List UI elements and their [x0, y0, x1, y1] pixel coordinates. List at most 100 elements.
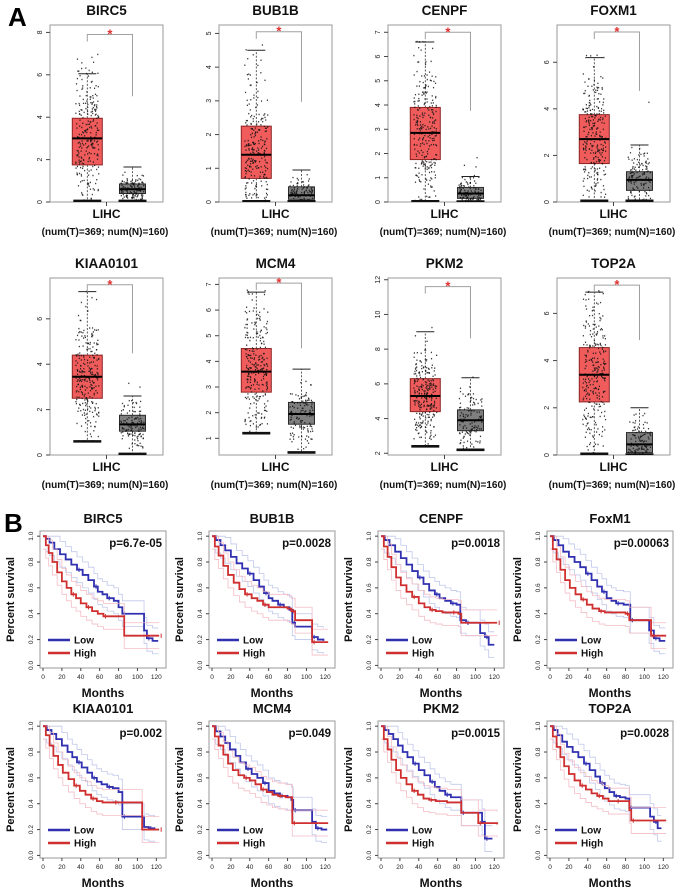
svg-text:100: 100	[132, 674, 143, 681]
km-chart-foxm1: FoxM1 0 20 40 60 80 100 120 0.0 0.2 0.4 0.6 0.8 1.0 Mo…	[512, 511, 674, 700]
km-chart-bub1b: BUB1B 0 20 40 60 80 100 120 0.0 0.2 0.4 0.6 0.8 1.0 Mo…	[174, 511, 336, 700]
svg-text:20: 20	[227, 674, 235, 681]
svg-text:0.2: 0.2	[28, 825, 35, 834]
km-curve-high	[381, 535, 498, 624]
svg-text:0.2: 0.2	[366, 635, 373, 644]
km-p-value: p=0.0015	[451, 728, 501, 740]
km-ylabel: Percent survival	[343, 557, 355, 642]
svg-text:80: 80	[284, 674, 292, 681]
legend-high-label: High	[243, 649, 265, 660]
svg-text:60: 60	[434, 674, 442, 681]
boxplot-cell-cenpf: CENPF 0 1 2 3 4 5 6 7 * LIHC (num(T)=369; num(N)=16…	[341, 0, 510, 253]
svg-text:1.0: 1.0	[366, 531, 373, 540]
boxplot-xlabel: LIHC	[262, 207, 290, 221]
svg-text:40: 40	[77, 864, 85, 871]
svg-text:4: 4	[206, 65, 213, 69]
svg-text:120: 120	[151, 674, 162, 681]
panel-a-boxplot-grid: BIRC5 0 2 4 6 8 * LIHC (num(T)=369; num(N)=160) B…	[3, 0, 679, 506]
boxplot-title: KIAA0101	[75, 256, 139, 271]
svg-text:6: 6	[37, 317, 44, 321]
svg-text:20: 20	[565, 864, 573, 871]
km-cell-birc5: BIRC5 0 20 40 60 80 100 120 0.0 0.2 0.4 0.6 0.8 1.0 Mo…	[3, 510, 172, 700]
svg-text:7: 7	[206, 282, 213, 286]
legend-low-label: Low	[412, 826, 432, 837]
boxplot-xlabel: LIHC	[93, 460, 121, 474]
significance-bracket	[86, 34, 133, 97]
svg-text:0.4: 0.4	[535, 609, 542, 618]
svg-text:4: 4	[375, 103, 382, 107]
boxplot-caption: (num(T)=369; num(N)=160)	[549, 480, 676, 491]
svg-text:0: 0	[210, 674, 214, 681]
boxplot-caption: (num(T)=369; num(N)=160)	[380, 227, 507, 238]
boxplot-chart-kiaa0101: KIAA0101 0 2 4 6 * LIHC (num(T)=369; num(N)=160…	[37, 256, 168, 491]
svg-text:5: 5	[206, 31, 213, 35]
boxplot-caption: (num(T)=369; num(N)=160)	[380, 480, 507, 491]
svg-text:6: 6	[544, 60, 551, 64]
svg-text:0.2: 0.2	[197, 825, 204, 834]
svg-text:7: 7	[375, 30, 382, 34]
significance-asterisk: *	[107, 277, 113, 292]
km-ylabel: Percent survival	[174, 557, 186, 642]
boxplot-caption: (num(T)=369; num(N)=160)	[211, 480, 338, 491]
boxplot-xlabel: LIHC	[431, 460, 459, 474]
svg-text:0.4: 0.4	[28, 609, 35, 618]
svg-text:80: 80	[453, 864, 461, 871]
significance-asterisk: *	[276, 24, 282, 39]
svg-text:60: 60	[603, 864, 611, 871]
svg-text:0.2: 0.2	[535, 635, 542, 644]
svg-text:0.8: 0.8	[366, 747, 373, 756]
km-xlabel: Months	[251, 686, 294, 700]
svg-text:0.0: 0.0	[366, 661, 373, 670]
svg-text:0.8: 0.8	[28, 557, 35, 566]
svg-text:40: 40	[246, 674, 254, 681]
svg-text:6: 6	[544, 311, 551, 315]
svg-text:0.6: 0.6	[28, 583, 35, 592]
km-xlabel: Months	[251, 876, 294, 890]
boxplot-title: BIRC5	[86, 3, 127, 18]
significance-asterisk: *	[445, 24, 451, 39]
svg-text:3: 3	[375, 127, 382, 131]
legend-high-label: High	[243, 839, 265, 850]
km-curve-high	[43, 535, 160, 637]
legend-high-label: High	[412, 649, 434, 660]
svg-text:5: 5	[375, 79, 382, 83]
svg-text:3: 3	[206, 385, 213, 389]
svg-text:1.0: 1.0	[28, 531, 35, 540]
km-ylabel: Percent survival	[343, 747, 355, 832]
svg-text:20: 20	[396, 864, 404, 871]
boxplot-caption: (num(T)=369; num(N)=160)	[211, 227, 338, 238]
km-p-value: p=0.002	[119, 728, 162, 740]
svg-text:40: 40	[77, 674, 85, 681]
boxplot-cell-kiaa0101: KIAA0101 0 2 4 6 * LIHC (num(T)=369; num(N)=160…	[3, 253, 172, 506]
svg-text:1.0: 1.0	[366, 721, 373, 730]
svg-text:100: 100	[301, 674, 312, 681]
boxplot-xlabel: LIHC	[262, 460, 290, 474]
svg-text:120: 120	[320, 864, 331, 871]
svg-text:0: 0	[548, 674, 552, 681]
significance-asterisk: *	[276, 275, 282, 290]
km-p-value: p=0.0028	[620, 728, 670, 740]
legend-low-label: Low	[243, 826, 263, 837]
boxplot-caption: (num(T)=369; num(N)=160)	[42, 227, 169, 238]
km-cell-bub1b: BUB1B 0 20 40 60 80 100 120 0.0 0.2 0.4 0.6 0.8 1.0 Mo…	[172, 510, 341, 700]
svg-text:1.0: 1.0	[535, 721, 542, 730]
svg-text:60: 60	[265, 674, 273, 681]
significance-bracket	[424, 286, 471, 339]
svg-text:5: 5	[206, 334, 213, 338]
km-chart-mcm4: MCM4 0 20 40 60 80 100 120 0.0 0.2 0.4 0.6 0.8 1.0 Mon…	[174, 701, 336, 890]
significance-asterisk: *	[107, 27, 113, 42]
boxplot-cell-birc5: BIRC5 0 2 4 6 8 * LIHC (num(T)=369; num(N)=160)	[3, 0, 172, 253]
boxplot-title: PKM2	[426, 256, 464, 271]
svg-text:3: 3	[206, 99, 213, 103]
km-p-value: p=6.7e-05	[109, 538, 162, 550]
svg-text:0.6: 0.6	[28, 773, 35, 782]
km-curve-high	[43, 725, 160, 831]
km-ylabel: Percent survival	[512, 747, 524, 832]
boxplot-chart-pkm2: PKM2 2 4 6 8 10 12 * LIHC (num(T)=369; num(N)=160…	[375, 256, 507, 491]
km-chart-kiaa0101: KIAA0101 0 20 40 60 80 100 120 0.0 0.2 0.4 0.6 0.8 1.…	[5, 701, 167, 890]
significance-bracket	[424, 31, 471, 111]
svg-text:40: 40	[584, 674, 592, 681]
km-title: CENPF	[419, 511, 463, 526]
svg-text:60: 60	[603, 674, 611, 681]
svg-text:60: 60	[96, 674, 104, 681]
